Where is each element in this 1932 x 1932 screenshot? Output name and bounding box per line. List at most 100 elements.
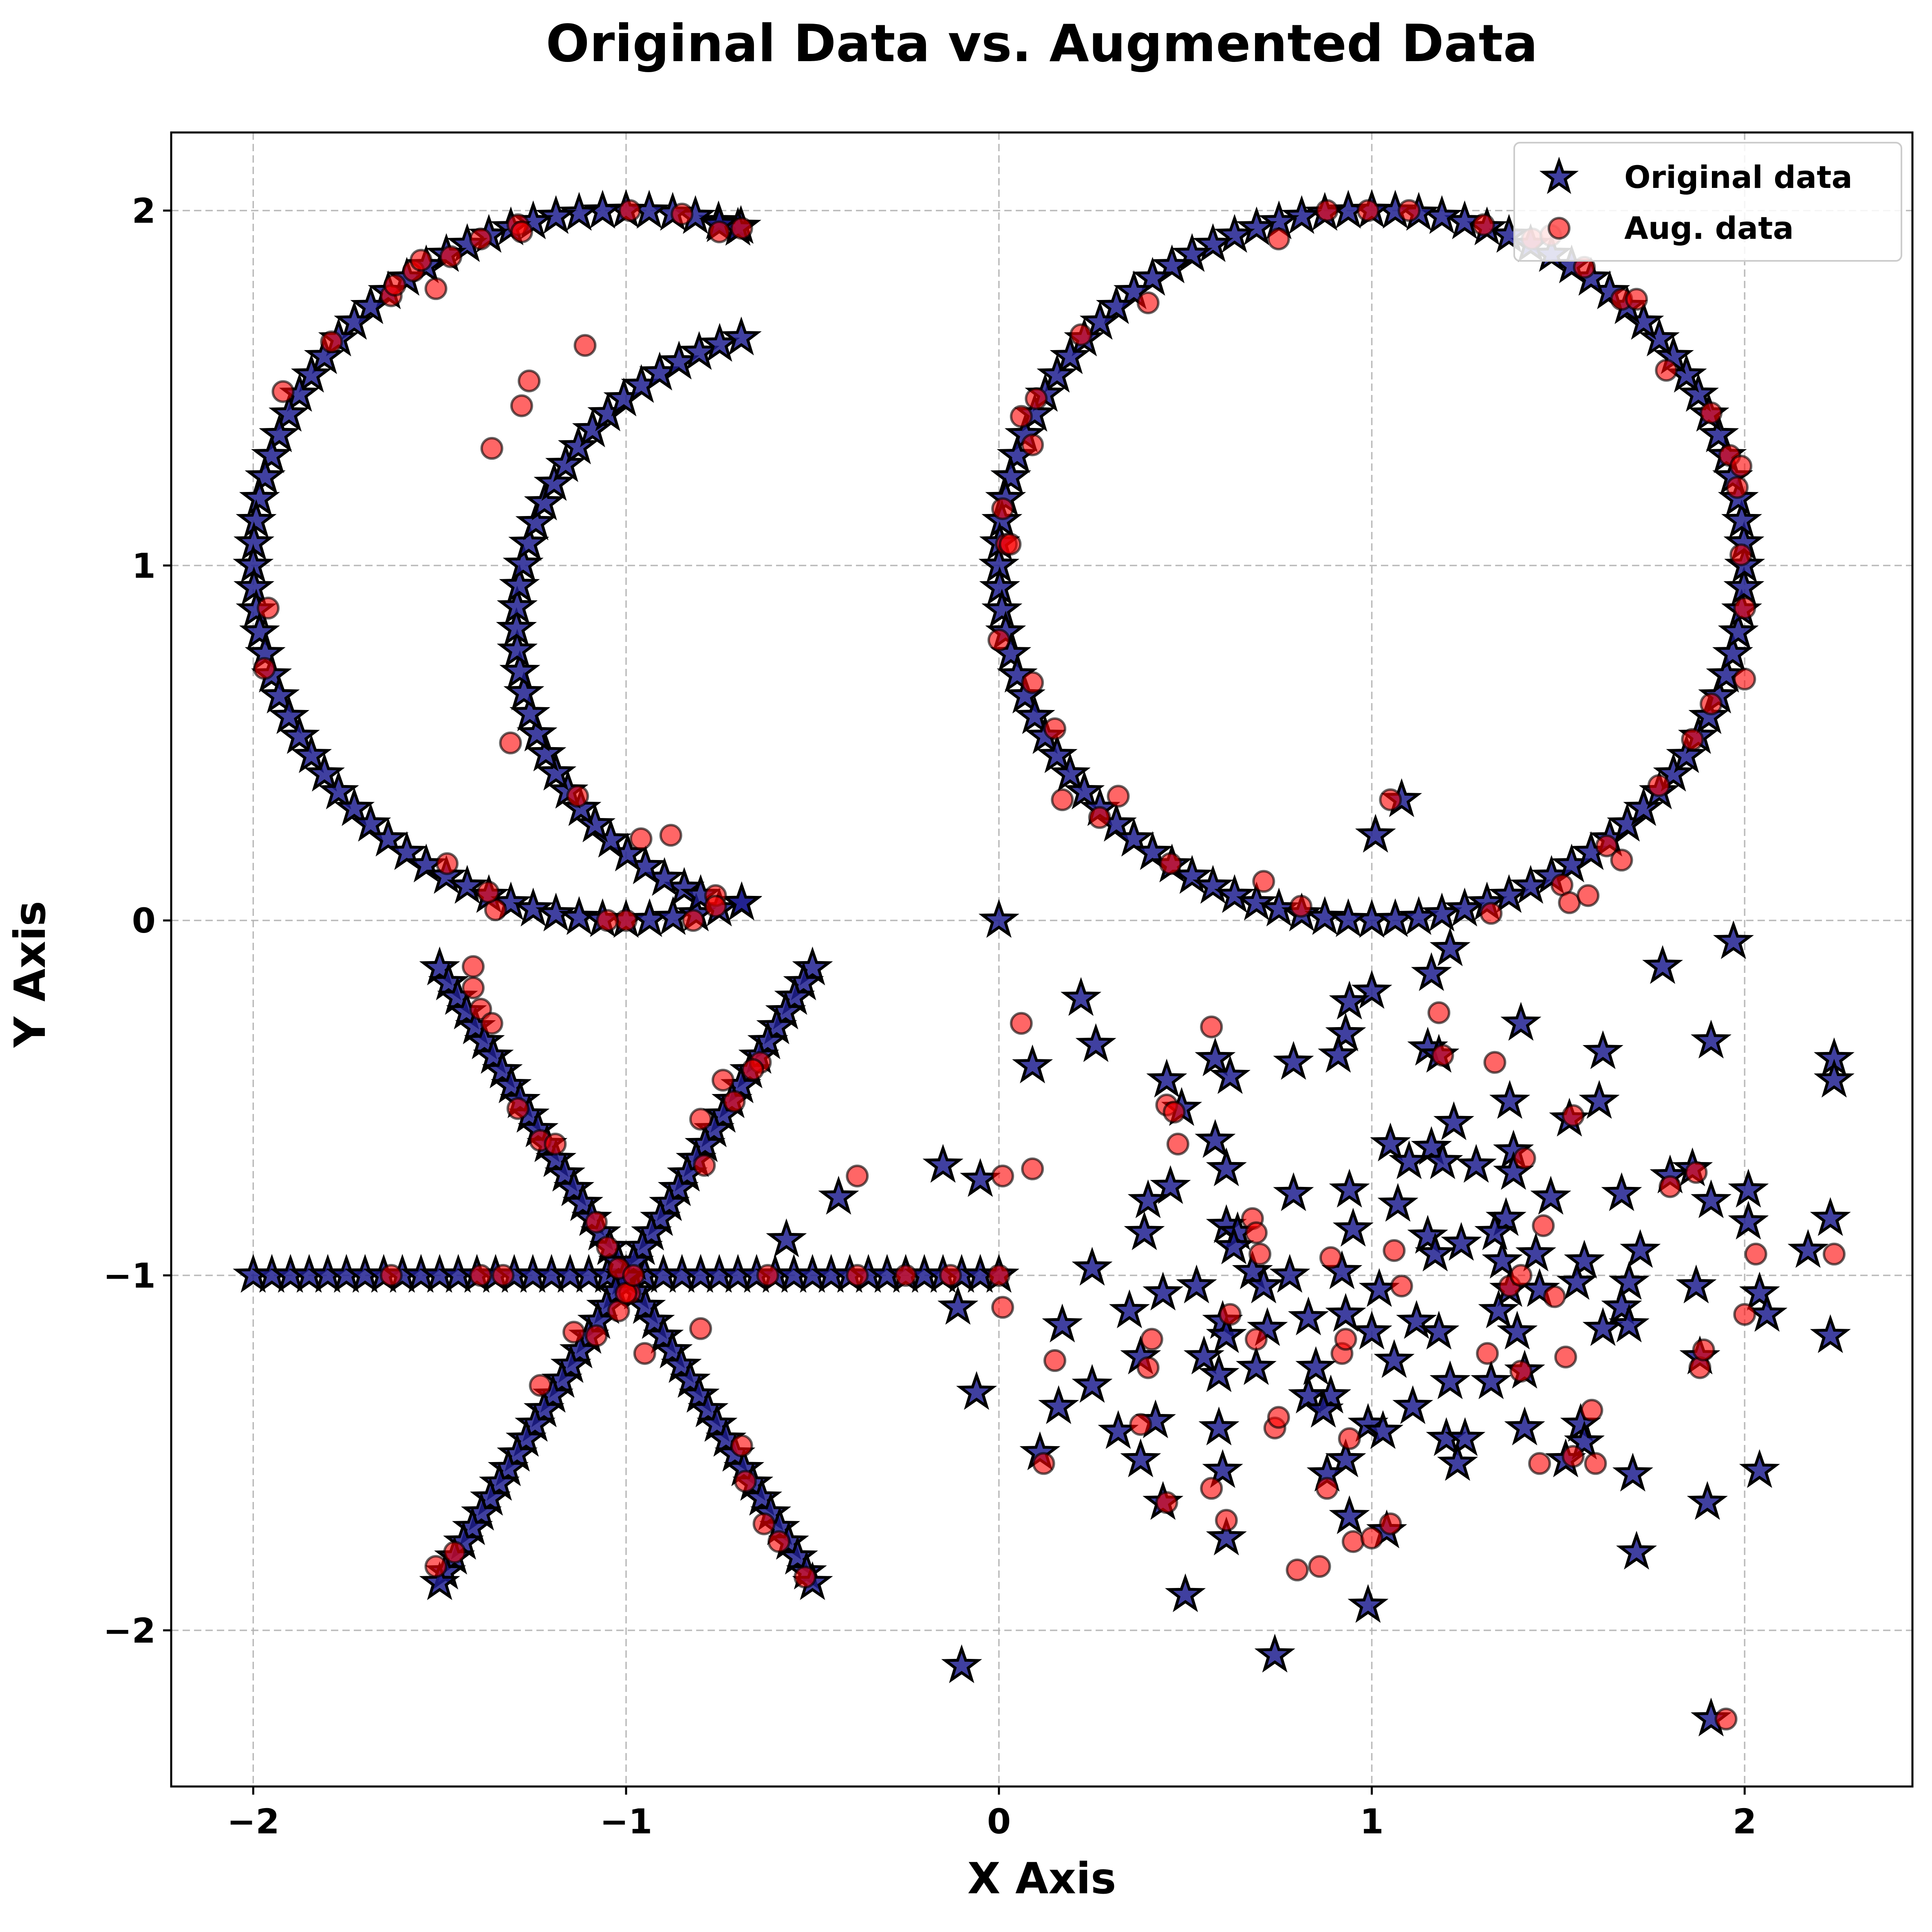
original-data-point xyxy=(1151,244,1193,284)
original-data-point xyxy=(1642,945,1683,984)
x-tick-label: −2 xyxy=(227,1802,280,1842)
original-data-point xyxy=(1014,695,1055,734)
original-data-point xyxy=(1072,1364,1113,1403)
aug-data-point xyxy=(1051,788,1074,812)
original-data-point xyxy=(1012,1044,1053,1083)
aug-data-point xyxy=(1726,476,1749,499)
original-data-point xyxy=(1787,1229,1828,1268)
aug-data-point xyxy=(1561,1104,1585,1127)
original-data-point xyxy=(1739,1271,1780,1311)
original-data-point xyxy=(535,195,577,234)
original-data-point xyxy=(1206,1147,1247,1187)
original-data-point xyxy=(1329,980,1370,1020)
plot-area xyxy=(171,132,1912,1786)
aug-data-point xyxy=(1021,671,1044,694)
aug-data-point xyxy=(1543,1285,1566,1308)
chart-title: Original Data vs. Augmented Data xyxy=(546,13,1538,73)
original-data-point xyxy=(516,712,558,752)
original-data-point xyxy=(1388,1140,1430,1179)
original-data-point xyxy=(1295,1346,1337,1385)
original-data-point xyxy=(447,865,488,904)
aug-data-point xyxy=(681,909,705,932)
original-data-point xyxy=(503,543,544,582)
aug-data-point xyxy=(711,1069,734,1092)
original-data-point xyxy=(652,1329,693,1369)
aug-data-point xyxy=(573,334,597,357)
original-data-point xyxy=(1206,1516,1247,1556)
original-data-point xyxy=(1690,1179,1732,1218)
aug-data-point xyxy=(1427,1001,1451,1024)
aug-data-point xyxy=(1252,870,1275,893)
original-data-point xyxy=(1601,1172,1642,1211)
original-data-point xyxy=(509,692,551,732)
aug-data-point xyxy=(1159,852,1182,875)
original-data-point xyxy=(981,589,1023,628)
legend-label: Original data xyxy=(1624,159,1853,195)
original-data-point xyxy=(1247,1307,1288,1346)
aug-data-point xyxy=(618,199,642,222)
original-data-point xyxy=(1214,874,1255,913)
original-data-point xyxy=(1678,373,1719,412)
original-data-point xyxy=(1374,1339,1415,1378)
x-tick-label: 1 xyxy=(1360,1802,1383,1842)
aug-data-point xyxy=(518,369,541,393)
original-data-point xyxy=(487,1447,529,1486)
original-data-point xyxy=(1202,1449,1243,1488)
aug-data-point xyxy=(730,1434,753,1458)
aug-data-point xyxy=(1577,884,1600,907)
original-data-point xyxy=(634,1300,675,1339)
original-data-point xyxy=(1132,831,1173,870)
original-data-point xyxy=(1281,195,1322,234)
original-data-point xyxy=(1429,927,1471,966)
original-data-point xyxy=(661,1344,702,1383)
original-data-point xyxy=(706,1418,747,1457)
original-data-point xyxy=(1236,881,1277,921)
original-data-point xyxy=(491,1064,532,1103)
aug-data-point xyxy=(584,1324,608,1348)
original-data-point xyxy=(470,1477,511,1516)
aug-data-point xyxy=(1244,1328,1268,1351)
aug-data-point xyxy=(566,785,589,808)
aug-data-point xyxy=(476,880,500,904)
aug-data-point xyxy=(379,1264,403,1287)
aug-data-point xyxy=(1070,323,1093,346)
aug-data-point xyxy=(1356,199,1380,222)
original-data-point xyxy=(304,752,345,792)
original-data-point xyxy=(1441,1222,1482,1261)
original-data-point xyxy=(1183,1335,1225,1374)
aug-data-point xyxy=(1341,1530,1365,1553)
original-data-point xyxy=(1348,1584,1389,1623)
original-data-point xyxy=(657,1167,699,1206)
original-data-point xyxy=(1504,1406,1545,1446)
original-data-point xyxy=(1747,1293,1788,1332)
original-data-point xyxy=(1639,318,1680,357)
original-data-point xyxy=(525,732,567,772)
aug-data-point xyxy=(596,909,619,932)
legend-star-icon xyxy=(1539,157,1579,194)
y-axis-label: Y Axis xyxy=(5,901,55,1048)
original-data-point xyxy=(259,413,300,452)
original-data-point xyxy=(1612,1453,1654,1492)
original-data-point xyxy=(643,1315,684,1354)
original-data-point xyxy=(766,1218,807,1257)
original-data-point xyxy=(1497,1310,1538,1350)
aug-data-point xyxy=(1476,1342,1499,1365)
original-data-point xyxy=(684,1123,726,1162)
original-data-point xyxy=(670,1359,711,1398)
original-data-point xyxy=(1813,1059,1855,1098)
original-data-point xyxy=(534,462,575,501)
aug-data-point xyxy=(469,1264,492,1287)
aug-data-point xyxy=(424,277,448,300)
aug-data-point xyxy=(461,955,485,978)
original-data-point xyxy=(1192,223,1233,262)
original-data-point xyxy=(1064,770,1105,809)
original-data-point xyxy=(1579,1080,1620,1119)
axis-ticks: −2 −1 0 1 2 −2 −1 0 1 2 xyxy=(103,191,1756,1842)
original-data-point xyxy=(461,1491,502,1531)
original-data-point xyxy=(1332,1208,1374,1247)
aug-data-point xyxy=(794,1566,817,1589)
aug-data-point xyxy=(1010,405,1033,428)
original-data-point xyxy=(514,1403,556,1442)
original-data-point xyxy=(1235,1346,1277,1385)
original-data-point xyxy=(1150,1165,1191,1204)
